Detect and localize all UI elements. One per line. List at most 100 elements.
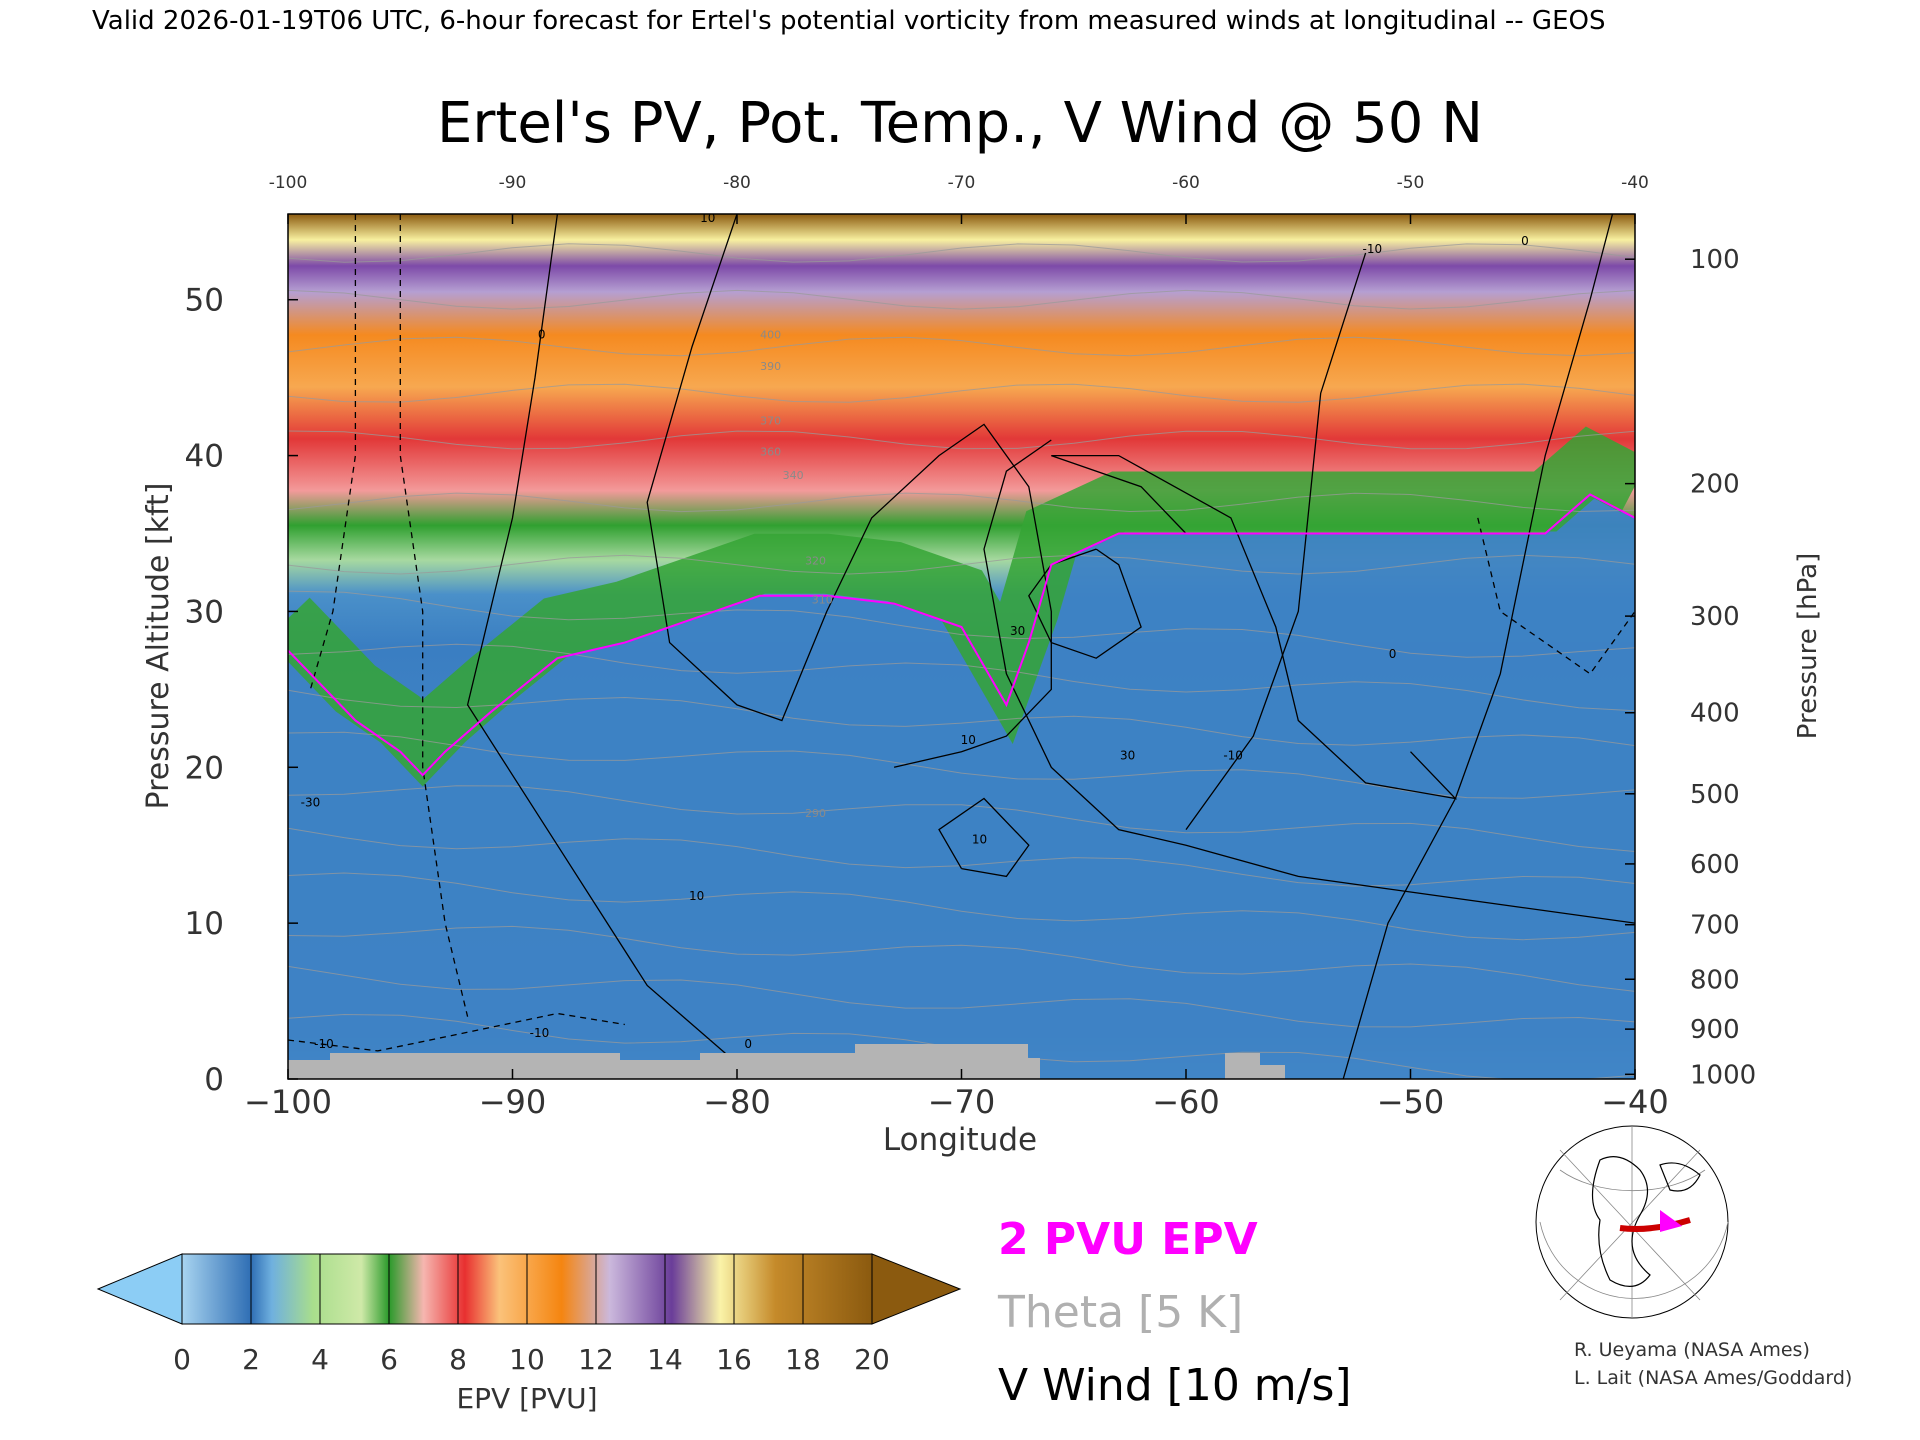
v-wind-labels: 10 0 -10 0 30 30 10 10 10 -10 0 -10 -10 0 -30 bbox=[301, 211, 1529, 1051]
x-tick-label: −60 bbox=[1152, 1083, 1220, 1121]
v-wind-contour-label: 0 bbox=[1521, 234, 1529, 248]
v-wind-contour-label: 10 bbox=[961, 733, 976, 747]
x-top-tick-label: -100 bbox=[269, 173, 308, 193]
credit-line-1: R. Ueyama (NASA Ames) bbox=[1574, 1339, 1810, 1361]
y-tick-label: 50 bbox=[185, 283, 224, 319]
colorbar-tick-label: 18 bbox=[785, 1343, 821, 1376]
y-axis-ticks: 0 10 20 30 40 50 bbox=[185, 283, 298, 1098]
y-tick-label: 0 bbox=[204, 1062, 224, 1098]
colorbar-dividers bbox=[250, 1254, 804, 1324]
v-wind-contour-label: -10 bbox=[530, 1026, 550, 1040]
theta-contour-line bbox=[288, 336, 1635, 357]
x-top-tick-label: -40 bbox=[1621, 173, 1649, 193]
v-wind-contour-label: -10 bbox=[314, 1037, 334, 1051]
pressure-tick-label: 1000 bbox=[1690, 1060, 1756, 1090]
x-tick-label: −90 bbox=[479, 1083, 547, 1121]
theta-label: 340 bbox=[783, 469, 804, 482]
troposphere-region bbox=[288, 494, 1635, 1079]
legend-v-wind: V Wind [10 m/s] bbox=[998, 1360, 1352, 1411]
colorbar-tick-label: 14 bbox=[647, 1343, 683, 1376]
theta-contour-line bbox=[288, 731, 1635, 799]
theta-contours bbox=[288, 243, 1635, 1079]
v-wind-contour-label: 10 bbox=[972, 833, 987, 847]
v-wind-contour-label: 30 bbox=[1120, 748, 1135, 762]
x-tick-label: −80 bbox=[703, 1083, 771, 1121]
colorbar-under-arrow bbox=[96, 1253, 183, 1325]
x-top-tick-label: -70 bbox=[948, 173, 976, 193]
inset-cross-section-track bbox=[1619, 1217, 1691, 1232]
colorbar-tick-label: 2 bbox=[242, 1343, 260, 1376]
v-wind-contour-label: -30 bbox=[301, 795, 321, 809]
theta-contour-line bbox=[288, 689, 1635, 747]
terrain bbox=[288, 1044, 1040, 1079]
v-wind-contour-label: -10 bbox=[1363, 242, 1383, 256]
colorbar-tick-label: 10 bbox=[509, 1343, 545, 1376]
v-wind-contour-line bbox=[983, 439, 1635, 924]
v-wind-contour-line bbox=[1185, 252, 1367, 830]
colorbar-tick-label: 8 bbox=[449, 1343, 467, 1376]
v-wind-contour-line bbox=[288, 1012, 625, 1052]
inset-coastlines bbox=[1591, 1156, 1701, 1287]
x-top-tick-label: -50 bbox=[1397, 173, 1425, 193]
pressure-tick-label: 900 bbox=[1690, 1015, 1740, 1045]
theta-contour-line bbox=[288, 430, 1635, 450]
colorbar-tick-label: 6 bbox=[380, 1343, 398, 1376]
v-wind-contour-label: 10 bbox=[689, 889, 704, 903]
theta-label: 370 bbox=[760, 414, 781, 427]
theta-label: 310 bbox=[812, 594, 833, 607]
v-wind-contours bbox=[288, 214, 1635, 1079]
x-top-tick-label: -60 bbox=[1172, 173, 1200, 193]
x-tick-label: −40 bbox=[1601, 1083, 1669, 1121]
v-wind-contour-label: 10 bbox=[700, 211, 715, 225]
x-axis-ticks: −100 −90 −80 −70 −60 −50 −40 bbox=[244, 1069, 1669, 1121]
v-wind-contour-label: 30 bbox=[1010, 624, 1025, 638]
y-axis-label-left: Pressure Altitude [kft] bbox=[141, 483, 176, 810]
v-wind-contour-label: 0 bbox=[538, 328, 546, 342]
x-tick-label: −70 bbox=[928, 1083, 996, 1121]
colorbar-tick-label: 0 bbox=[173, 1343, 191, 1376]
tropopause-2pvu-line bbox=[288, 493, 1635, 777]
x-axis-label: Longitude bbox=[883, 1122, 1037, 1158]
theta-label: 290 bbox=[805, 807, 826, 820]
theta-contour-line bbox=[288, 289, 1635, 310]
v-wind-contour-line bbox=[1028, 548, 1142, 659]
inset-locator-map bbox=[1535, 1125, 1729, 1319]
x-tick-label: −100 bbox=[244, 1083, 332, 1121]
pressure-tick-label: 400 bbox=[1690, 699, 1740, 729]
theta-contour-line bbox=[288, 827, 1635, 887]
pressure-tick-label: 300 bbox=[1690, 602, 1740, 632]
theta-contour-line bbox=[288, 643, 1635, 712]
v-wind-contour-line bbox=[938, 797, 1030, 878]
theta-label: 390 bbox=[760, 360, 781, 373]
theta-label: 320 bbox=[805, 555, 826, 568]
colorbar-label: EPV [PVU] bbox=[456, 1382, 597, 1415]
theta-contour-line bbox=[288, 965, 1635, 1028]
colorbar-tick-labels: 0 2 4 6 8 10 12 14 16 18 20 bbox=[173, 1343, 890, 1376]
credit-line-2: L. Lait (NASA Ames/Goddard) bbox=[1574, 1367, 1852, 1389]
v-wind-contour-label: 0 bbox=[744, 1037, 752, 1051]
colorbar-tick-label: 20 bbox=[854, 1343, 890, 1376]
theta-contour-line bbox=[288, 872, 1635, 941]
pressure-tick-label: 800 bbox=[1690, 965, 1740, 995]
pressure-tick-label: 600 bbox=[1690, 850, 1740, 880]
v-wind-contour-label: 0 bbox=[1389, 647, 1397, 661]
colorbar-over-arrow bbox=[871, 1253, 962, 1325]
pressure-tick-label: 100 bbox=[1690, 245, 1740, 275]
chart-title: Ertel's PV, Pot. Temp., V Wind @ 50 N bbox=[437, 91, 1483, 156]
theta-contour-line bbox=[288, 554, 1635, 575]
theta-contour-line bbox=[288, 492, 1635, 513]
theta-contour-line bbox=[288, 243, 1635, 263]
theta-contour-line bbox=[288, 590, 1635, 658]
y-tick-label: 30 bbox=[185, 594, 224, 630]
x-tick-label: −50 bbox=[1377, 1083, 1445, 1121]
pressure-tick-label: 700 bbox=[1690, 911, 1740, 941]
theta-label: 360 bbox=[760, 446, 781, 459]
colorbar-tick-label: 16 bbox=[716, 1343, 752, 1376]
theta-contour-line bbox=[288, 785, 1635, 852]
colorbar-tick-label: 12 bbox=[578, 1343, 614, 1376]
x-axis-top-ticks: -100 -90 -80 -70 -60 -50 -40 bbox=[269, 173, 1649, 224]
epv-colorbar: 0 2 4 6 8 10 12 14 16 18 20 EPV [PVU] bbox=[96, 1253, 962, 1415]
